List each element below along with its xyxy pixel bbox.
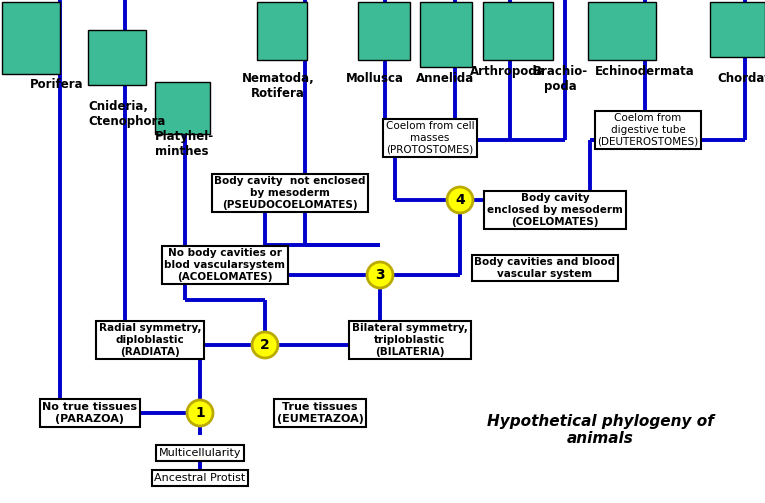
Text: Body cavities and blood
vascular system: Body cavities and blood vascular system — [474, 257, 616, 279]
Text: Radial symmetry,
diploblastic
(RADIATA): Radial symmetry, diploblastic (RADIATA) — [99, 323, 201, 357]
FancyBboxPatch shape — [420, 2, 472, 67]
Circle shape — [252, 332, 278, 358]
FancyBboxPatch shape — [710, 2, 765, 57]
Text: Bilateral symmetry,
triploblastic
(BILATERIA): Bilateral symmetry, triploblastic (BILAT… — [352, 323, 468, 357]
FancyBboxPatch shape — [155, 82, 210, 134]
FancyBboxPatch shape — [588, 2, 656, 60]
Circle shape — [187, 400, 213, 426]
FancyBboxPatch shape — [88, 30, 146, 85]
Text: 2: 2 — [260, 338, 270, 352]
Text: True tissues
(EUMETAZOA): True tissues (EUMETAZOA) — [277, 402, 363, 424]
Text: 3: 3 — [375, 268, 385, 282]
FancyBboxPatch shape — [483, 2, 553, 60]
Text: No body cavities or
blod vascularsystem
(ACOELOMATES): No body cavities or blod vascularsystem … — [164, 248, 285, 282]
Text: Platyhel-
minthes: Platyhel- minthes — [155, 130, 214, 158]
Text: Annelida: Annelida — [416, 72, 474, 85]
Text: Body cavity  not enclosed
by mesoderm
(PSEUDOCOELOMATES): Body cavity not enclosed by mesoderm (PS… — [214, 177, 366, 210]
Text: Chordata: Chordata — [718, 72, 765, 85]
FancyBboxPatch shape — [358, 2, 410, 60]
Text: Porifera: Porifera — [30, 78, 83, 91]
FancyBboxPatch shape — [257, 2, 307, 60]
Text: Coelom from cell
masses
(PROTOSTOMES): Coelom from cell masses (PROTOSTOMES) — [386, 121, 474, 154]
Text: Multicellularity: Multicellularity — [159, 448, 241, 458]
Text: 4: 4 — [455, 193, 465, 207]
Circle shape — [367, 262, 393, 288]
Text: 1: 1 — [195, 406, 205, 420]
Text: Body cavity
enclosed by mesoderm
(COELOMATES): Body cavity enclosed by mesoderm (COELOM… — [487, 193, 623, 226]
Text: No true tissues
(PARAZOA): No true tissues (PARAZOA) — [43, 402, 138, 424]
Circle shape — [447, 187, 473, 213]
Text: Mollusca: Mollusca — [346, 72, 404, 85]
Text: Echinodermata: Echinodermata — [595, 65, 695, 78]
Text: Nematoda,
Rotifera: Nematoda, Rotifera — [242, 72, 314, 100]
Text: Hypothetical phylogeny of
animals: Hypothetical phylogeny of animals — [487, 414, 714, 446]
Text: Ancestral Protist: Ancestral Protist — [155, 473, 246, 483]
FancyBboxPatch shape — [2, 2, 60, 74]
Text: Coelom from
digestive tube
(DEUTEROSTOMES): Coelom from digestive tube (DEUTEROSTOME… — [597, 113, 698, 146]
Text: Arthropoda: Arthropoda — [470, 65, 545, 78]
Text: Brachio-
poda: Brachio- poda — [532, 65, 588, 93]
Text: Cnideria,
Ctenophora: Cnideria, Ctenophora — [88, 100, 165, 128]
